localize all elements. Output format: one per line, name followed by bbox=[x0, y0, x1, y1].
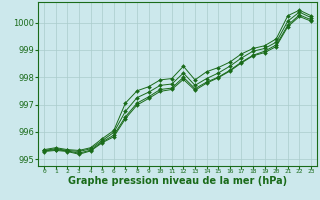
X-axis label: Graphe pression niveau de la mer (hPa): Graphe pression niveau de la mer (hPa) bbox=[68, 176, 287, 186]
